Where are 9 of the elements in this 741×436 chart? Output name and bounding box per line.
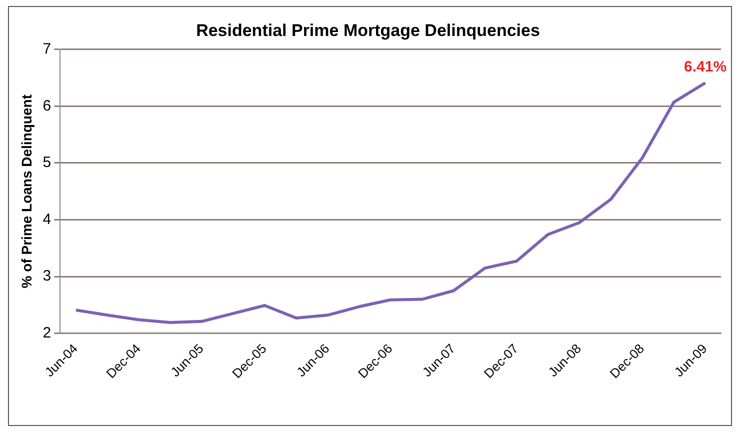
y-tick-label: 7 xyxy=(42,40,52,58)
y-tick-label: 6 xyxy=(42,97,52,114)
chart-title: Residential Prime Mortgage Delinquencies xyxy=(196,20,540,40)
annotation: 6.41% xyxy=(684,58,727,76)
y-tick-label: 2 xyxy=(42,324,52,342)
y-tick-label: 5 xyxy=(42,154,52,172)
y-tick-label: 4 xyxy=(42,210,52,228)
y-tick-label: 3 xyxy=(42,268,52,285)
y-axis-title: % of Prime Loans Delinquent xyxy=(18,94,34,288)
